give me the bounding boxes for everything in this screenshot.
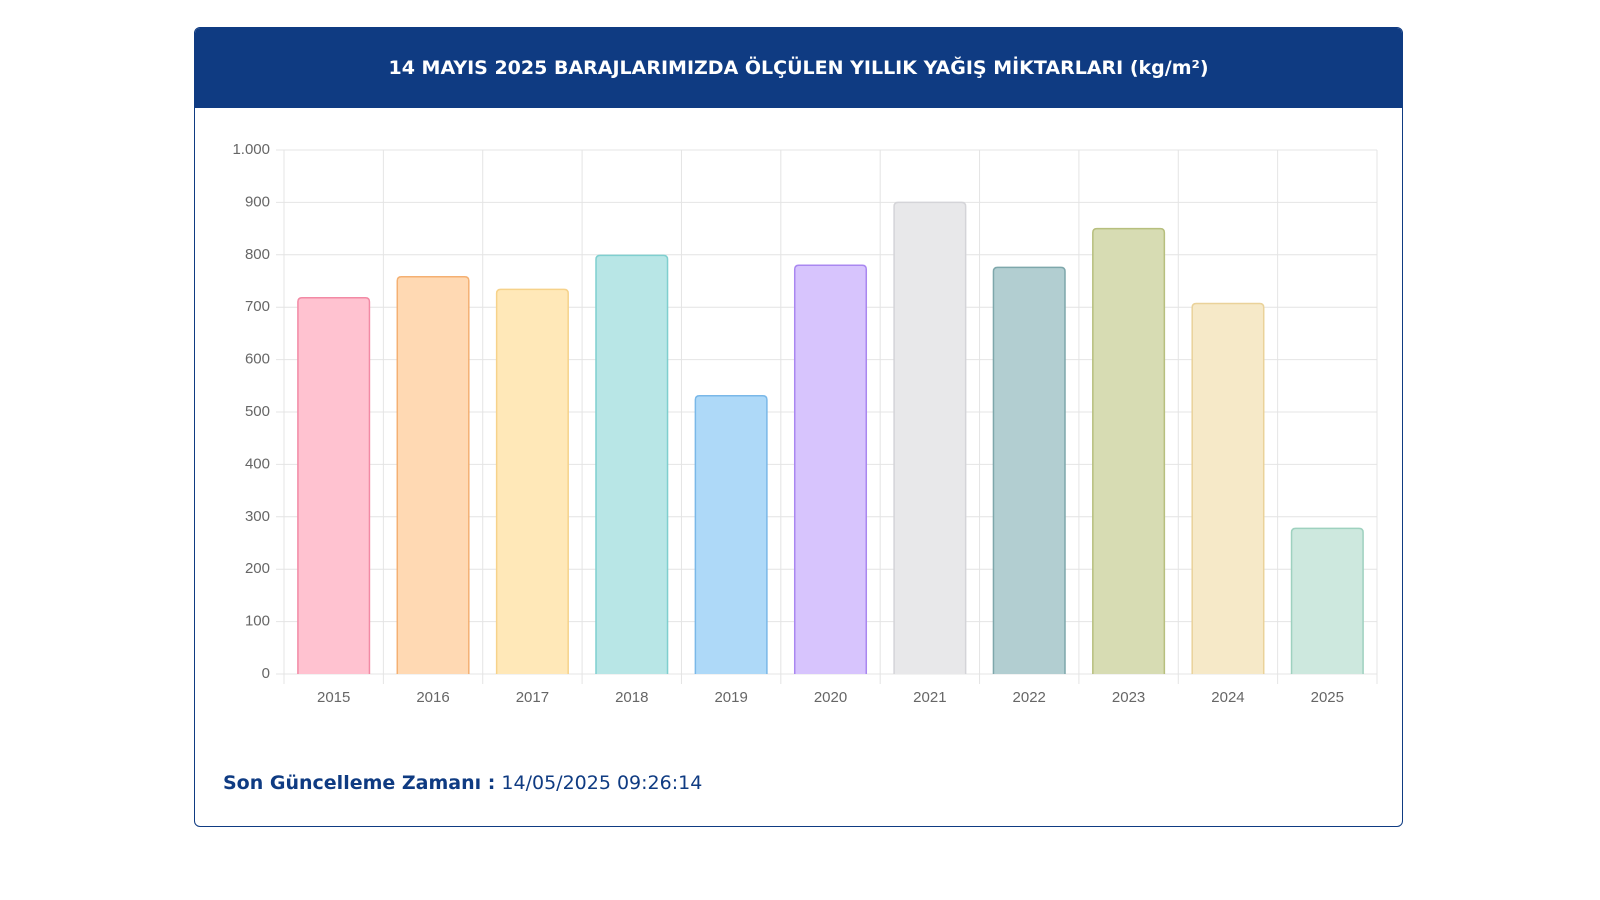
bar [297,297,371,674]
bar [1092,227,1166,674]
x-tick-label: 2017 [516,689,549,706]
x-tick-label: 2021 [913,689,946,706]
x-tick-label: 2020 [814,689,847,706]
x-tick-label: 2023 [1112,689,1145,706]
chart-card: 14 MAYIS 2025 BARAJLARIMIZDA ÖLÇÜLEN YIL… [194,27,1403,827]
y-tick-label: 500 [245,403,270,420]
x-tick-label: 2016 [416,689,449,706]
bar [694,395,768,674]
y-tick-label: 700 [245,298,270,315]
x-tick-label: 2015 [317,689,350,706]
bar [793,264,868,674]
y-tick-label: 1.000 [232,141,270,158]
bar [396,276,470,674]
footer-label: Son Güncelleme Zamanı : [223,772,496,794]
y-tick-label: 900 [245,193,270,210]
bar [992,266,1066,674]
footer: Son Güncelleme Zamanı : 14/05/2025 09:26… [223,772,702,794]
y-tick-label: 600 [245,351,270,368]
bar [1191,302,1265,674]
bar [893,201,967,674]
bar [1290,527,1364,674]
bar [595,254,669,674]
x-tick-label: 2019 [714,689,747,706]
bar [495,288,569,674]
footer-value: 14/05/2025 09:26:14 [501,772,703,794]
chart-title: 14 MAYIS 2025 BARAJLARIMIZDA ÖLÇÜLEN YIL… [195,28,1402,108]
x-tick-label: 2025 [1311,689,1344,706]
x-tick-label: 2024 [1211,689,1244,706]
y-tick-label: 200 [245,560,270,577]
chart: 0 100 200 300 400 500 600 700 800 900 1.000 2015 201… [232,141,1378,706]
x-tick-label: 2022 [1013,689,1046,706]
y-tick-label: 400 [245,455,270,472]
y-tick-label: 300 [245,508,270,525]
y-tick-label: 0 [262,665,270,682]
x-tick-label: 2018 [615,689,648,706]
y-tick-label: 800 [245,246,270,263]
y-tick-label: 100 [245,613,270,630]
